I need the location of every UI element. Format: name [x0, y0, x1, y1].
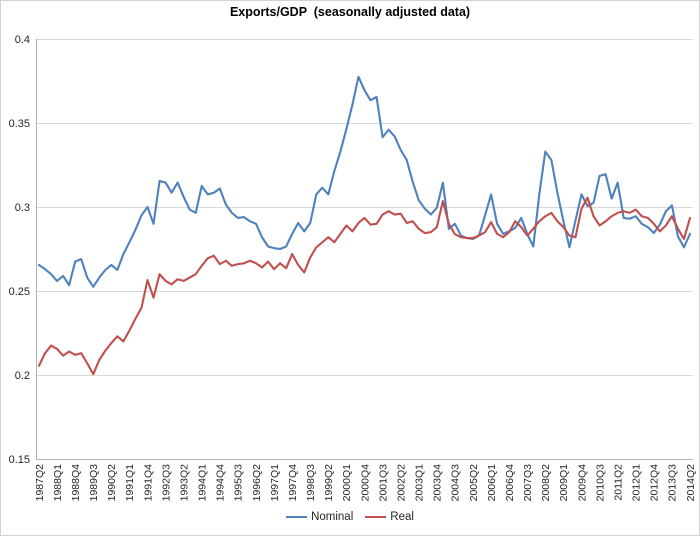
real-line-swatch-icon — [365, 516, 387, 518]
x-tick-label: 1990Q2 — [106, 464, 118, 502]
x-tick-label: 2012Q4 — [649, 464, 661, 502]
x-tick-label: 2003Q1 — [414, 464, 426, 502]
x-tick-label: 1992Q3 — [160, 464, 172, 502]
chart-legend: Nominal Real — [1, 511, 699, 523]
x-tick-label: 2006Q1 — [486, 464, 498, 502]
x-tick-label: 1988Q4 — [70, 464, 82, 502]
x-tick-label: 2000Q4 — [359, 464, 371, 502]
x-tick-label: 1999Q2 — [323, 464, 335, 502]
x-tick-label: 2009Q4 — [576, 464, 588, 502]
x-tick-label: 1997Q1 — [269, 464, 281, 502]
y-tick-label: 0.15 — [9, 454, 30, 466]
legend-item-nominal: Nominal — [286, 511, 353, 523]
y-tick-label: 0.2 — [15, 370, 30, 382]
series-line-nominal — [37, 75, 692, 288]
x-tick-label: 2003Q4 — [432, 464, 444, 502]
y-tick-label: 0.25 — [9, 286, 30, 298]
x-tick-label: 1997Q4 — [287, 464, 299, 502]
x-tick-label: 2004Q3 — [450, 464, 462, 502]
legend-item-real: Real — [365, 511, 414, 523]
legend-label-nominal: Nominal — [311, 511, 354, 523]
x-tick-label: 1994Q4 — [215, 464, 227, 502]
x-tick-label: 2002Q2 — [395, 464, 407, 502]
chart-title: Exports/GDP (seasonally adjusted data) — [229, 5, 471, 19]
x-tick-label: 1991Q1 — [124, 464, 136, 502]
x-tick-label: 1994Q1 — [197, 464, 209, 502]
series-line-real — [37, 196, 692, 376]
x-tick-label: 1998Q3 — [305, 464, 317, 502]
x-tick-label: 2000Q1 — [341, 464, 353, 502]
x-tick-label: 2008Q2 — [540, 464, 552, 502]
x-tick-label: 2005Q2 — [468, 464, 480, 502]
x-tick-label: 2011Q2 — [612, 464, 624, 501]
x-tick-label: 1995Q3 — [233, 464, 245, 502]
x-tick-label: 2009Q1 — [558, 464, 570, 502]
x-tick-label: 2001Q3 — [377, 464, 389, 502]
x-tick-label: 1987Q2 — [34, 464, 46, 502]
x-tick-label: 1993Q2 — [178, 464, 190, 502]
x-tick-label: 2014Q2 — [685, 464, 697, 502]
x-tick-label: 1996Q2 — [251, 464, 263, 502]
y-tick-label: 0.3 — [15, 202, 30, 214]
x-tick-label: 2012Q1 — [631, 464, 643, 502]
x-tick-label: 1991Q4 — [142, 464, 154, 502]
y-tick-label: 0.4 — [15, 34, 30, 46]
x-tick-label: 2006Q4 — [504, 464, 516, 502]
x-tick-label: 1989Q3 — [88, 464, 100, 502]
x-tick-label: 1988Q1 — [52, 464, 64, 502]
x-tick-label: 2013Q3 — [667, 464, 679, 502]
y-tick-label: 0.35 — [9, 118, 30, 130]
x-tick-label: 2010Q3 — [594, 464, 606, 502]
legend-label-real: Real — [390, 511, 414, 523]
nominal-line-swatch-icon — [286, 516, 308, 518]
x-tick-label: 2007Q3 — [522, 464, 534, 502]
